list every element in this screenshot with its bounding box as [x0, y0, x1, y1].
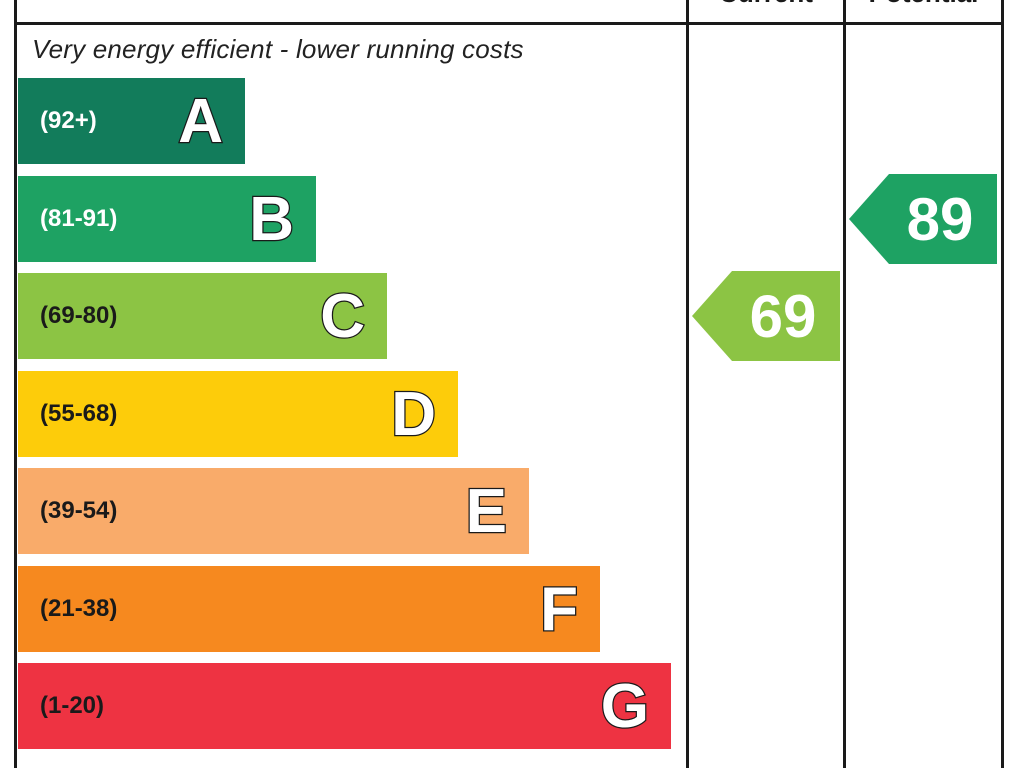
band-range-label: (21-38): [40, 595, 118, 622]
right-border: [1001, 0, 1004, 768]
band-g: (1-20) G: [18, 663, 671, 749]
potential-column-divider: [843, 0, 846, 768]
band-d: (55-68) D: [18, 371, 458, 457]
band-letter-label: B: [248, 184, 295, 256]
band-range-label: (92+): [40, 107, 97, 134]
band-letter-label: E: [464, 476, 508, 548]
top-caption: Very energy efficient - lower running co…: [32, 34, 524, 64]
band-f: (21-38) F: [18, 566, 600, 652]
band-range-label: (81-91): [40, 205, 118, 232]
potential-column-header: Potential: [846, 0, 1001, 8]
band-letter-label: G: [600, 671, 651, 743]
band-letter-label: C: [319, 281, 366, 353]
band-range-label: (55-68): [40, 400, 118, 427]
potential-rating-arrow: 89: [849, 174, 997, 264]
band-e: (39-54) E: [18, 468, 529, 554]
band-a: (92+) A: [18, 78, 245, 164]
band-letter-label: F: [539, 574, 579, 646]
current-rating-arrow: 69: [692, 271, 840, 361]
potential-arrow-shape: [849, 174, 997, 264]
left-border: [14, 0, 17, 768]
band-letter-label: D: [390, 379, 437, 451]
band-range-label: (1-20): [40, 692, 105, 719]
current-arrow-shape: [692, 271, 840, 361]
band-c: (69-80) C: [18, 273, 387, 359]
band-letter-label: A: [177, 86, 224, 158]
band-range-label: (39-54): [40, 497, 118, 524]
current-column-header: Current: [689, 0, 843, 8]
current-rating-value: 69: [749, 283, 817, 350]
band-range-label: (69-80): [40, 302, 118, 329]
header-divider: [14, 22, 1004, 25]
potential-rating-value: 89: [906, 186, 974, 253]
current-column-divider: [686, 0, 689, 768]
band-b: (81-91) B: [18, 176, 316, 262]
